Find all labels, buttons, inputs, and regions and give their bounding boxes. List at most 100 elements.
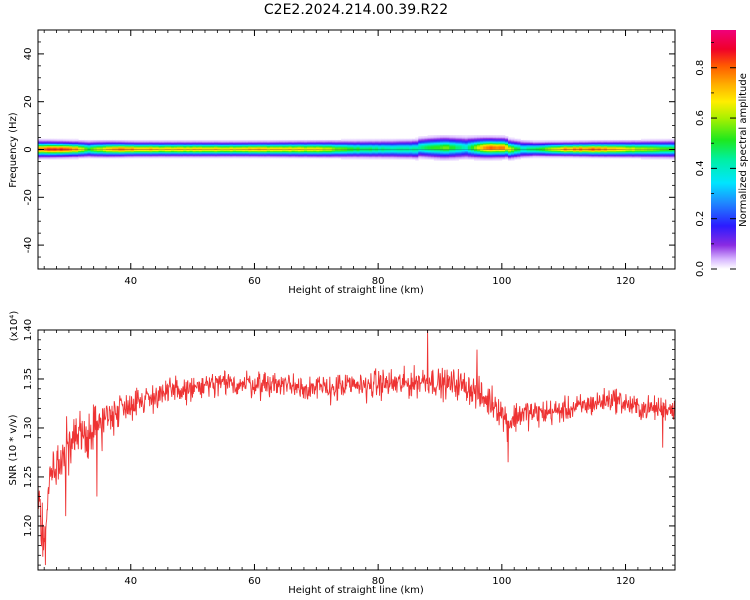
heatmap-cell <box>498 154 503 156</box>
heatmap-cell <box>322 139 326 142</box>
heatmap-cell <box>520 151 524 154</box>
heatmap-cell <box>341 151 345 154</box>
heatmap-cell <box>273 156 277 159</box>
heatmap-cell <box>511 142 515 144</box>
heatmap-cell <box>647 144 651 147</box>
heatmap-cell <box>269 145 274 148</box>
heatmap-cell <box>405 141 410 143</box>
heatmap-cell <box>99 141 104 143</box>
heatmap-cell <box>260 151 265 154</box>
heatmap-cell <box>619 156 623 159</box>
heatmap-cell <box>579 154 583 156</box>
heatmap-cell <box>294 143 299 146</box>
heatmap-cell <box>307 151 311 154</box>
heatmap-cell <box>603 155 608 158</box>
heatmap-cell <box>427 155 432 158</box>
heatmap-cell <box>263 147 268 149</box>
heatmap-cell <box>251 149 255 152</box>
heatmap-cell <box>569 139 574 142</box>
heatmap-cell <box>421 157 425 160</box>
heatmap-cell <box>38 154 42 156</box>
heatmap-cell <box>563 149 568 152</box>
heatmap-cell <box>294 149 299 152</box>
heatmap-cell <box>368 153 373 155</box>
heatmap-cell <box>433 137 438 140</box>
heatmap-cell <box>554 142 558 144</box>
heatmap-cell <box>588 141 592 143</box>
heatmap-cell <box>223 155 228 158</box>
heatmap-cell <box>483 136 487 138</box>
heatmap-cell <box>486 149 490 152</box>
heatmap-cell <box>146 149 150 152</box>
heatmap-cell <box>430 150 435 153</box>
heatmap-cell <box>600 149 605 152</box>
heatmap-cell <box>297 145 302 148</box>
heatmap-cell <box>585 145 589 148</box>
heatmap-cell <box>545 144 549 147</box>
heatmap-cell <box>310 142 314 144</box>
heatmap-cell <box>211 148 215 150</box>
heatmap-cell <box>170 149 175 152</box>
heatmap-cell <box>508 154 512 156</box>
heatmap-cell <box>161 148 166 150</box>
heatmap-cell <box>365 151 370 154</box>
heatmap-cell <box>356 148 360 150</box>
heatmap-cell <box>514 154 518 156</box>
heatmap-cell <box>316 151 320 154</box>
heatmap-cell <box>208 145 212 148</box>
heatmap-cell <box>542 139 546 142</box>
heatmap-cell <box>251 139 255 142</box>
heatmap-cell <box>480 154 484 156</box>
heatmap-cell <box>464 137 469 140</box>
heatmap-cell <box>328 151 333 154</box>
heatmap-cell <box>421 136 425 138</box>
heatmap-cell <box>585 144 589 147</box>
heatmap-cell <box>504 153 509 155</box>
heatmap-cell <box>668 149 673 152</box>
heatmap-cell <box>362 155 367 158</box>
heatmap-cell <box>443 144 447 147</box>
heatmap-cell <box>124 143 129 146</box>
heatmap-cell <box>474 153 478 155</box>
heatmap-cell <box>266 144 271 147</box>
heatmap-cell <box>458 143 463 146</box>
heatmap-cell <box>223 145 228 148</box>
heatmap-cell <box>189 156 194 159</box>
heatmap-cell <box>56 141 61 143</box>
heatmap-cell <box>248 153 252 155</box>
heatmap-cell <box>65 139 70 142</box>
heatmap-cell <box>511 151 515 154</box>
heatmap-cell <box>334 147 339 149</box>
heatmap-cell <box>285 143 289 146</box>
heatmap-cell <box>334 144 339 147</box>
heatmap-cell <box>613 154 617 156</box>
heatmap-cell <box>189 150 194 153</box>
heatmap-cell <box>387 145 391 148</box>
heatmap-cell <box>631 143 636 146</box>
heatmap-cell <box>647 143 651 146</box>
heatmap-cell <box>325 145 330 148</box>
heatmap-cell <box>347 141 351 143</box>
heatmap-cell <box>548 150 552 153</box>
heatmap-cell <box>526 144 531 147</box>
heatmap-cell <box>53 145 57 148</box>
heatmap-cell <box>288 141 292 143</box>
heatmap-cell <box>443 141 447 143</box>
heatmap-cell <box>146 153 150 155</box>
heatmap-cell <box>378 141 382 143</box>
heatmap-cell <box>492 135 497 137</box>
heatmap-cell <box>226 145 231 148</box>
heatmap-cell <box>415 150 419 153</box>
heatmap-cell <box>665 147 670 149</box>
heatmap-cell <box>214 144 218 147</box>
heatmap-cell <box>53 151 57 154</box>
heatmap-cell <box>337 142 342 144</box>
heatmap-cell <box>662 145 667 148</box>
heatmap-cell <box>650 144 654 147</box>
heatmap-cell <box>254 139 258 142</box>
heatmap-cell <box>461 135 466 137</box>
heatmap-cell <box>155 148 159 150</box>
heatmap-cell <box>576 139 580 142</box>
heatmap-cell <box>294 144 299 147</box>
heatmap-cell <box>223 144 228 147</box>
